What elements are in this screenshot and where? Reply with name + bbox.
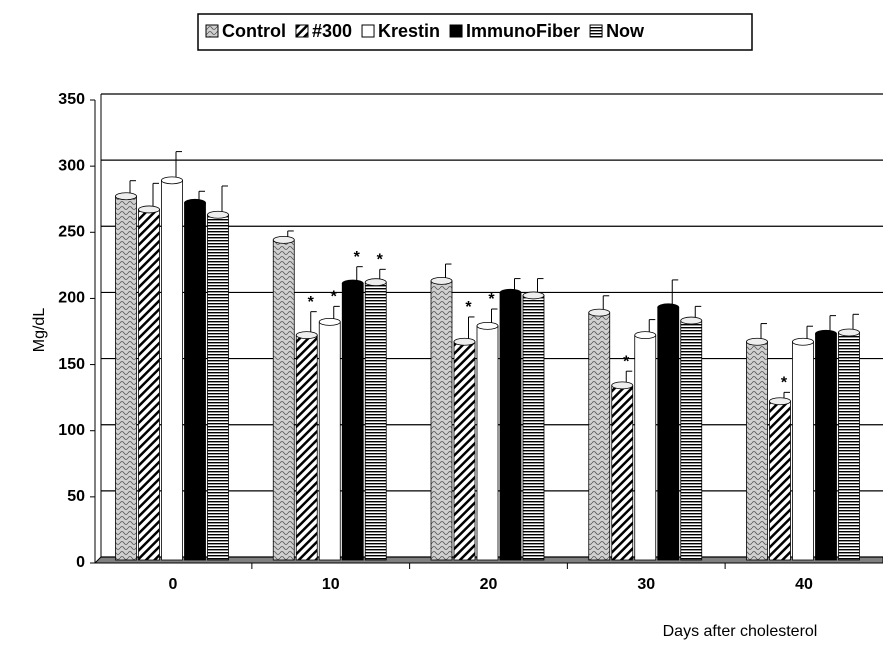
bar — [792, 341, 814, 561]
bar-top — [746, 337, 768, 346]
bar-top — [184, 198, 206, 207]
legend-label: Krestin — [378, 21, 440, 41]
bar — [272, 239, 295, 561]
bar-top — [815, 329, 837, 338]
x-tick-label: 40 — [795, 576, 813, 593]
bar — [318, 321, 341, 561]
bar — [453, 341, 476, 561]
significance-marker: * — [623, 353, 630, 370]
legend-swatch — [361, 24, 375, 38]
y-tick-label: 300 — [58, 157, 85, 174]
legend-swatch — [295, 24, 309, 38]
significance-marker: * — [781, 375, 788, 392]
bar — [588, 312, 611, 561]
y-tick-label: 350 — [58, 91, 85, 108]
legend-label: #300 — [312, 21, 352, 41]
bar — [207, 214, 229, 561]
bar — [295, 334, 318, 561]
bar-top — [115, 192, 137, 201]
bar-top — [476, 321, 499, 330]
bar — [184, 202, 206, 561]
bar-top — [207, 210, 229, 219]
bar — [634, 334, 657, 561]
significance-marker: * — [308, 294, 315, 311]
bar-top — [792, 337, 814, 346]
y-tick-label: 0 — [76, 554, 85, 571]
legend-label: Control — [222, 21, 286, 41]
y-tick-label: 150 — [58, 356, 85, 373]
bar-top — [838, 328, 860, 337]
bar-top — [318, 317, 341, 326]
bar — [476, 325, 499, 561]
x-tick-label: 30 — [637, 576, 655, 593]
bar-top — [680, 316, 703, 325]
bar-top — [138, 205, 160, 214]
legend-swatch — [205, 24, 219, 38]
bar — [769, 400, 791, 561]
bar — [430, 280, 453, 561]
bar — [657, 306, 680, 561]
y-axis-label: Mg/dL — [31, 308, 48, 353]
x-axis-label: Days after cholesterol — [663, 623, 818, 640]
bar — [364, 281, 387, 561]
y-tick-label: 200 — [58, 290, 85, 307]
significance-marker: * — [488, 291, 495, 308]
y-tick-label: 100 — [58, 422, 85, 439]
bar-top — [341, 279, 364, 288]
bar — [161, 179, 183, 561]
bar-top — [588, 308, 611, 317]
bar — [115, 195, 137, 561]
legend-box — [197, 13, 753, 51]
y-tick-label: 250 — [58, 224, 85, 241]
legend-label: Now — [606, 21, 645, 41]
bar-top — [657, 303, 680, 312]
x-tick-label: 20 — [480, 576, 498, 593]
bar — [138, 209, 160, 561]
bar-top — [499, 288, 522, 297]
bar — [746, 341, 768, 561]
bar — [499, 292, 522, 561]
legend-swatch — [449, 24, 463, 38]
bar — [680, 320, 703, 561]
bar-top — [522, 291, 545, 300]
significance-marker: * — [331, 289, 338, 306]
bar-top — [453, 337, 476, 346]
legend-swatch — [589, 24, 603, 38]
significance-marker: * — [465, 299, 472, 316]
bar-top — [272, 235, 295, 244]
significance-marker: * — [377, 252, 384, 269]
bar-top — [295, 331, 318, 340]
bar-top — [430, 276, 453, 285]
bar-top — [364, 278, 387, 287]
legend-label: ImmunoFiber — [466, 21, 580, 41]
significance-marker: * — [354, 249, 361, 266]
bar-top — [634, 331, 657, 340]
bar-top — [161, 176, 183, 185]
bar — [838, 332, 860, 561]
x-tick-label: 0 — [169, 576, 178, 593]
bar — [815, 333, 837, 561]
bar — [611, 384, 634, 561]
bar — [341, 283, 364, 561]
bar-top — [611, 381, 634, 390]
bar — [522, 295, 545, 561]
bar-top — [769, 397, 791, 406]
y-tick-label: 50 — [67, 488, 85, 505]
x-tick-label: 10 — [322, 576, 340, 593]
